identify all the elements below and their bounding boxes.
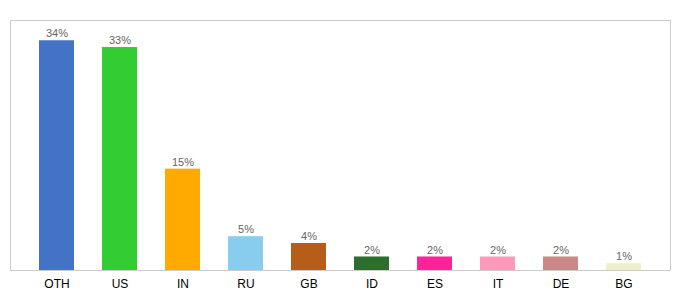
svg-text:2%: 2% — [427, 244, 443, 256]
svg-text:DE: DE — [553, 277, 570, 291]
svg-text:4%: 4% — [301, 230, 317, 242]
svg-text:IT: IT — [493, 277, 504, 291]
svg-text:5%: 5% — [238, 223, 254, 235]
svg-text:ID: ID — [366, 277, 378, 291]
svg-text:2%: 2% — [364, 244, 380, 256]
svg-text:ES: ES — [427, 277, 443, 291]
svg-text:BG: BG — [615, 277, 632, 291]
svg-text:GB: GB — [300, 277, 317, 291]
svg-text:1%: 1% — [616, 250, 632, 262]
svg-text:RU: RU — [237, 277, 254, 291]
svg-text:IN: IN — [177, 277, 189, 291]
svg-text:34%: 34% — [46, 27, 68, 39]
svg-text:US: US — [112, 277, 129, 291]
svg-text:OTH: OTH — [44, 277, 69, 291]
svg-text:2%: 2% — [490, 244, 506, 256]
svg-text:15%: 15% — [172, 156, 194, 168]
svg-text:2%: 2% — [553, 244, 569, 256]
svg-text:33%: 33% — [109, 34, 131, 46]
